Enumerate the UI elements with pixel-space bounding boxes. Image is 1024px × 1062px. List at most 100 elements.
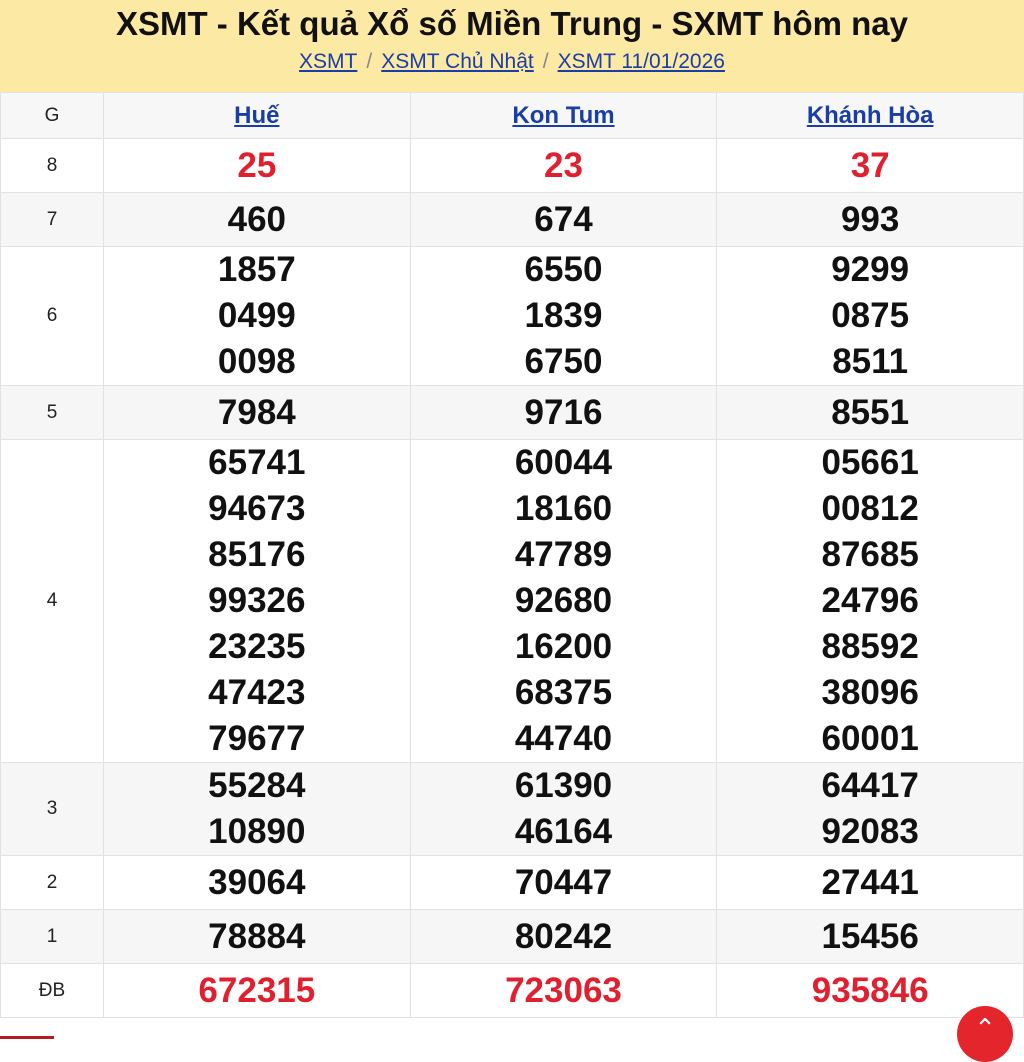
result-number: 87685 bbox=[821, 535, 919, 574]
result-number: 68375 bbox=[514, 673, 613, 712]
result-number: 92680 bbox=[514, 581, 613, 620]
result-cell: 23 bbox=[409, 138, 718, 193]
province-header: Huế bbox=[103, 92, 411, 139]
result-number: 70447 bbox=[514, 862, 613, 902]
result-cell: 9299 0875 8511 bbox=[716, 246, 1024, 386]
result-number: 00812 bbox=[821, 489, 919, 528]
prize-label: 2 bbox=[0, 855, 104, 910]
result-number: 15456 bbox=[821, 916, 919, 956]
result-cell: 6550 1839 6750 bbox=[409, 246, 718, 386]
result-number: 8551 bbox=[831, 392, 910, 432]
result-cell: 64417 92083 bbox=[716, 762, 1024, 856]
result-number: 0499 bbox=[217, 296, 296, 335]
prize-row: 5 7984 9716 8551 bbox=[0, 385, 1024, 440]
province-link-khanh-hoa[interactable]: Khánh Hòa bbox=[806, 101, 934, 129]
result-number: 37 bbox=[850, 145, 890, 185]
result-cell: 39064 bbox=[103, 855, 411, 910]
result-number: 27441 bbox=[821, 862, 919, 902]
page-header: XSMT - Kết quả Xổ số Miền Trung - SXMT h… bbox=[0, 0, 1024, 92]
result-number: 88592 bbox=[821, 627, 919, 666]
result-number: 672315 bbox=[198, 970, 316, 1010]
breadcrumb: XSMT / XSMT Chủ Nhật / XSMT 11/01/2026 bbox=[299, 50, 725, 73]
result-number: 993 bbox=[840, 199, 900, 239]
prize-row: 8 25 23 37 bbox=[0, 138, 1024, 193]
result-cell: 7984 bbox=[103, 385, 411, 440]
result-number: 05661 bbox=[821, 443, 919, 482]
prize-label: 3 bbox=[0, 762, 104, 856]
result-cell: 15456 bbox=[716, 909, 1024, 964]
result-cell: 05661 00812 87685 24796 88592 38096 60001 bbox=[716, 439, 1024, 763]
result-number: 64417 bbox=[821, 766, 919, 805]
result-cell: 723063 bbox=[409, 963, 718, 1018]
province-link-kon-tum[interactable]: Kon Tum bbox=[512, 101, 615, 129]
province-link-hue[interactable]: Huế bbox=[234, 101, 280, 129]
province-header: Khánh Hòa bbox=[716, 92, 1024, 139]
result-number: 38096 bbox=[821, 673, 919, 712]
result-number: 1839 bbox=[524, 296, 603, 335]
prize-label: 5 bbox=[0, 385, 104, 440]
result-number: 23 bbox=[544, 145, 583, 185]
results-table: G Huế Kon Tum Khánh Hòa 8 25 23 37 7 460 674 99… bbox=[0, 92, 1024, 1018]
result-number: 94673 bbox=[208, 489, 306, 528]
result-cell: 78884 bbox=[103, 909, 411, 964]
scroll-top-button[interactable]: ⌃ bbox=[957, 1006, 1013, 1062]
prize-label: 6 bbox=[0, 246, 104, 386]
prize-row: 1 78884 80242 15456 bbox=[0, 909, 1024, 964]
result-cell: 9716 bbox=[409, 385, 718, 440]
prize-row: 2 39064 70447 27441 bbox=[0, 855, 1024, 910]
result-number: 16200 bbox=[514, 627, 613, 666]
result-number: 47789 bbox=[514, 535, 613, 574]
result-cell: 37 bbox=[716, 138, 1024, 193]
result-cell: 674 bbox=[409, 192, 718, 247]
prize-row: 3 55284 10890 61390 46164 64417 92083 bbox=[0, 762, 1024, 856]
result-number: 46164 bbox=[514, 812, 613, 851]
result-number: 935846 bbox=[811, 970, 929, 1010]
breadcrumb-xsmt[interactable]: XSMT bbox=[299, 50, 358, 73]
page-title: XSMT - Kết quả Xổ số Miền Trung - SXMT h… bbox=[115, 5, 909, 42]
chevron-up-icon: ⌃ bbox=[974, 1013, 996, 1043]
result-cell: 80242 bbox=[409, 909, 718, 964]
result-number: 44740 bbox=[514, 719, 613, 758]
result-cell: 460 bbox=[103, 192, 411, 247]
result-number: 92083 bbox=[821, 812, 919, 851]
result-number: 23235 bbox=[208, 627, 306, 666]
result-number: 9299 bbox=[831, 250, 910, 289]
result-number: 61390 bbox=[514, 766, 613, 805]
result-cell: 61390 46164 bbox=[409, 762, 718, 856]
province-header: Kon Tum bbox=[409, 92, 718, 139]
result-cell: 65741 94673 85176 99326 23235 47423 79677 bbox=[103, 439, 411, 763]
breadcrumb-xsmt-chu-nhat[interactable]: XSMT Chủ Nhật bbox=[381, 50, 534, 73]
result-number: 6750 bbox=[524, 342, 603, 381]
result-number: 78884 bbox=[208, 916, 306, 956]
prize-row: 4 65741 94673 85176 99326 23235 47423 79677 6004… bbox=[0, 439, 1024, 763]
result-cell: 60044 18160 47789 92680 16200 68375 44740 bbox=[409, 439, 718, 763]
breadcrumb-xsmt-date[interactable]: XSMT 11/01/2026 bbox=[557, 50, 725, 73]
result-number: 18160 bbox=[514, 489, 613, 528]
prize-row: 7 460 674 993 bbox=[0, 192, 1024, 247]
result-number: 60001 bbox=[821, 719, 919, 758]
result-cell: 70447 bbox=[409, 855, 718, 910]
result-cell: 25 bbox=[103, 138, 411, 193]
result-cell: 8551 bbox=[716, 385, 1024, 440]
result-number: 7984 bbox=[217, 392, 296, 432]
result-number: 60044 bbox=[514, 443, 613, 482]
result-number: 723063 bbox=[505, 970, 622, 1010]
result-cell: 672315 bbox=[103, 963, 411, 1018]
result-number: 460 bbox=[227, 199, 287, 239]
result-number: 25 bbox=[237, 145, 277, 185]
result-number: 6550 bbox=[524, 250, 603, 289]
result-number: 1857 bbox=[217, 250, 296, 289]
result-number: 674 bbox=[534, 199, 593, 239]
result-cell: 27441 bbox=[716, 855, 1024, 910]
result-number: 8511 bbox=[832, 342, 909, 381]
prize-label: 8 bbox=[0, 138, 104, 193]
result-number: 39064 bbox=[208, 862, 306, 902]
tab-indicator bbox=[0, 1036, 54, 1039]
prize-label: ĐB bbox=[0, 963, 104, 1018]
prize-row: 6 1857 0499 0098 6550 1839 6750 9299 0875 8511 bbox=[0, 246, 1024, 386]
result-cell: 1857 0499 0098 bbox=[103, 246, 411, 386]
result-number: 65741 bbox=[208, 443, 306, 482]
result-number: 55284 bbox=[208, 766, 306, 805]
result-number: 24796 bbox=[821, 581, 919, 620]
result-number: 79677 bbox=[208, 719, 306, 758]
